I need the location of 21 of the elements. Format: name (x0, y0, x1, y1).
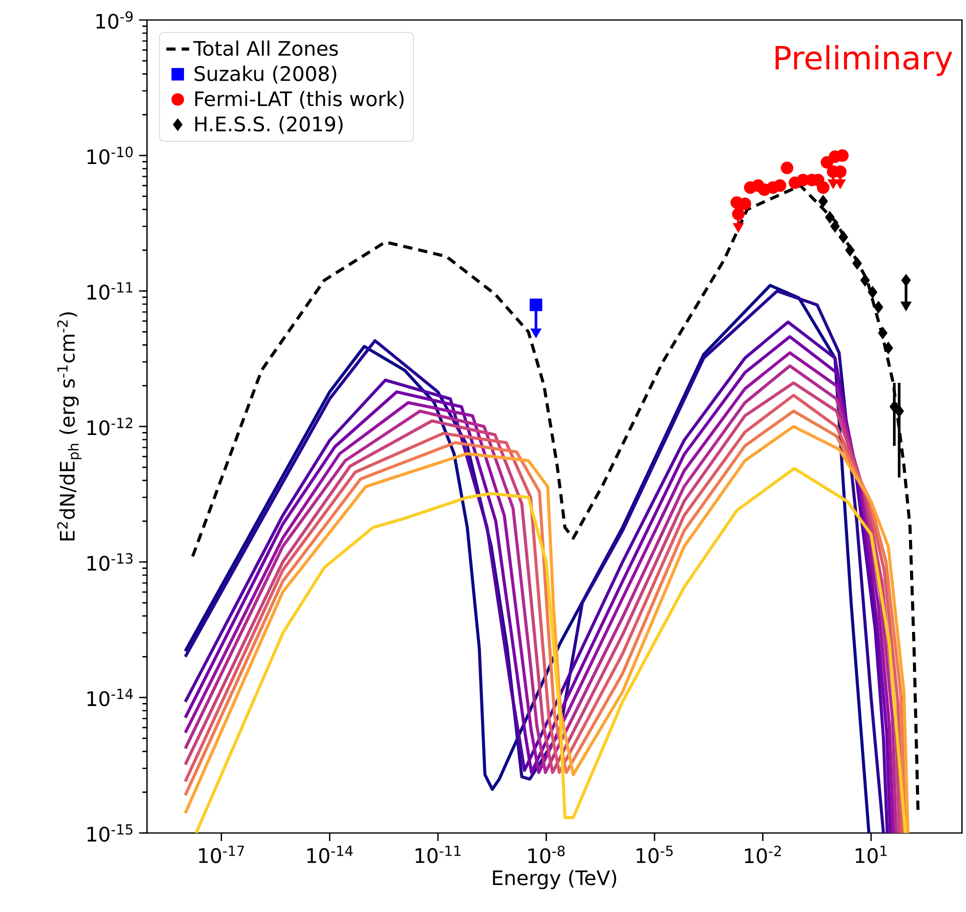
y-tick-label: 10$^{-15}$ (88, 824, 132, 842)
x-tick-label: 10$^{1}$ (856, 846, 887, 864)
y-tick-label: 10$^{-12}$ (88, 418, 132, 436)
x-tick-label: 10$^{-8}$ (528, 846, 565, 864)
text: E$^{2}$dN/dE$_{ph}$ (erg s$^{-1}$cm$^{-2}$) (57, 312, 82, 540)
x-tick-label: 10$^{-17}$ (199, 846, 244, 864)
y-tick-label: 10$^{-11}$ (88, 282, 132, 300)
x-tick-label: 10$^{-11}$ (416, 846, 460, 864)
x-tick-label: 10$^{-14}$ (307, 846, 353, 864)
legend-label: Fermi-LAT (this work) (195, 90, 404, 109)
legend-label: H.E.S.S. (2019) (195, 116, 343, 134)
annotation: Preliminary (776, 45, 952, 76)
y-tick-label: 10$^{-10}$ (88, 146, 133, 164)
x-axis-title: Energy (TeV) (493, 870, 616, 890)
legend-label: Suzaku (2008) (194, 66, 336, 84)
legend-label: Total All Zones (193, 40, 338, 56)
y-tick-label: 10$^{-9}$ (96, 11, 133, 29)
x-tick-label: 10$^{-5}$ (636, 846, 673, 864)
y-tick-label: 10$^{-14}$ (88, 688, 133, 706)
x-tick-label: 10$^{-2}$ (744, 846, 781, 864)
y-tick-label: 10$^{-13}$ (88, 553, 132, 571)
